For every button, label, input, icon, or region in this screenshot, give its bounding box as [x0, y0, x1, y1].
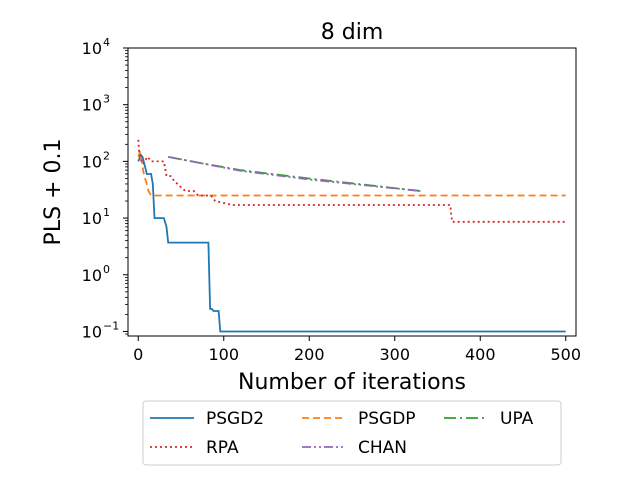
series-line-rpa	[137, 139, 566, 223]
legend-box	[142, 400, 562, 466]
y-tick-exponent: −1	[103, 319, 119, 332]
plot-frame	[128, 48, 576, 336]
y-tick-exponent: 1	[103, 206, 110, 219]
y-tick-label: 10	[82, 322, 102, 341]
y-tick-label: 10	[82, 209, 102, 228]
series-line-psgd2	[137, 153, 566, 333]
series-line-chan	[168, 156, 421, 192]
y-tick-label: 10	[82, 152, 102, 171]
legend-label-psgdp: PSGDP	[358, 409, 416, 429]
y-tick-label: 10	[82, 266, 102, 285]
y-tick-exponent: 3	[103, 93, 110, 106]
legend-label-chan: CHAN	[358, 438, 407, 458]
x-tick-label: 300	[379, 345, 410, 364]
x-axis-label: Number of iterations	[238, 370, 466, 395]
y-tick-exponent: 2	[103, 149, 110, 162]
legend-label-psgd2: PSGD2	[206, 409, 264, 429]
chart-title: 8 dim	[321, 20, 384, 45]
x-tick-label: 200	[294, 345, 325, 364]
y-tick-exponent: 0	[103, 263, 110, 276]
legend-label-rpa: RPA	[206, 438, 239, 458]
x-tick-label: 400	[465, 345, 496, 364]
y-tick-exponent: 4	[103, 36, 110, 49]
legend: PSGD2 PSGDP UPA RPA CHAN	[142, 400, 562, 466]
y-axis-label: PLS + 0.1	[41, 139, 66, 246]
legend-label-upa: UPA	[500, 409, 534, 429]
x-tick-label: 100	[208, 345, 239, 364]
series-line-psgdp	[137, 151, 566, 197]
x-tick-label: 0	[133, 345, 143, 364]
x-tick-label: 500	[550, 345, 581, 364]
y-tick-label: 10	[82, 39, 102, 58]
plot-border	[127, 47, 577, 337]
y-tick-label: 10	[82, 96, 102, 115]
